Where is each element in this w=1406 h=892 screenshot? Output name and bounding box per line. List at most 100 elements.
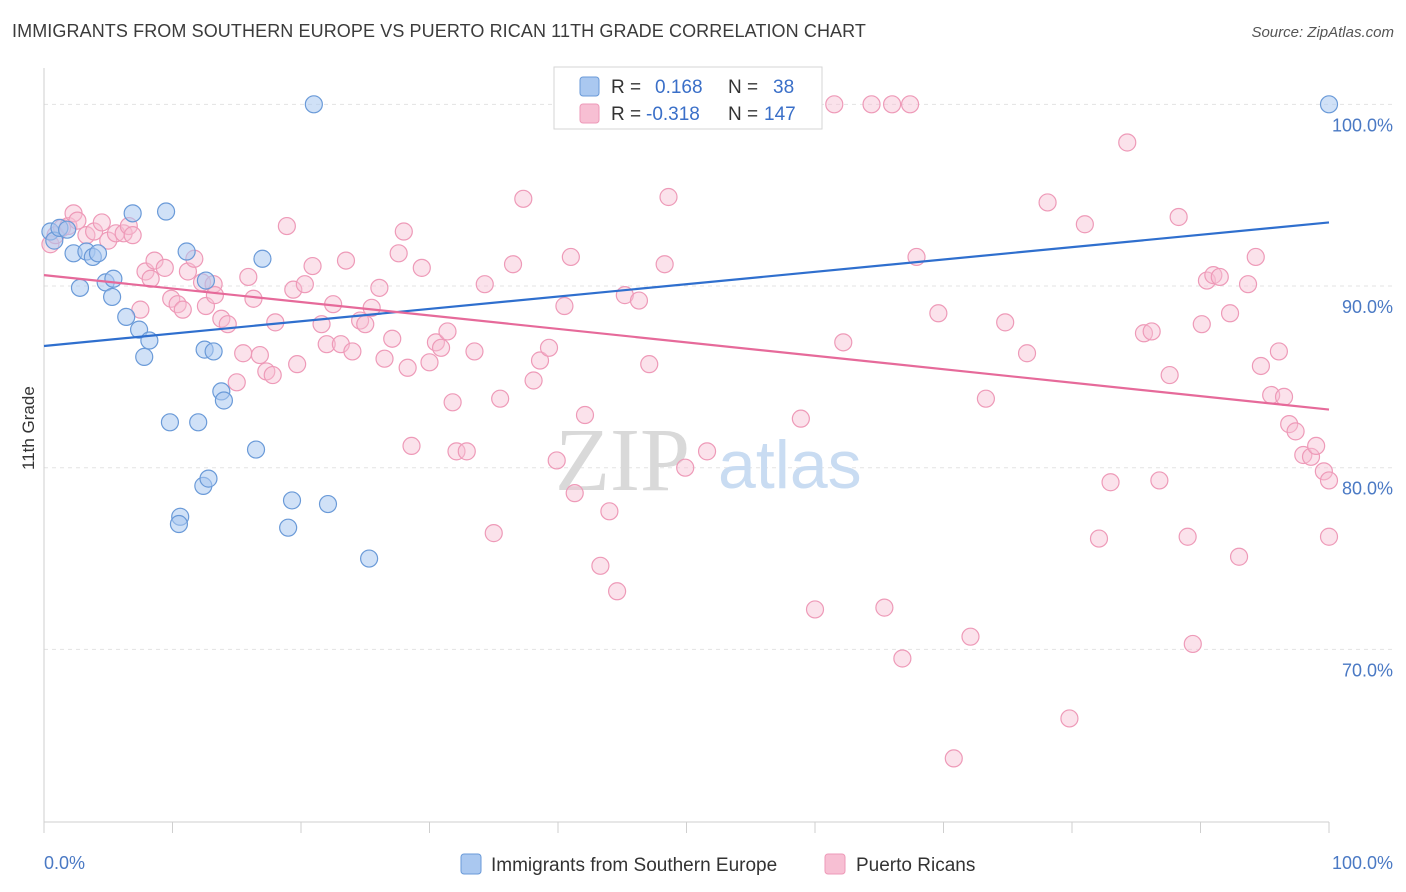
pink-data-point xyxy=(825,95,844,114)
pink-data-point xyxy=(944,749,963,768)
pink-data-point xyxy=(600,502,619,521)
pink-data-point xyxy=(805,600,825,619)
legend-blue-n-value: 38 xyxy=(773,77,794,98)
pink-data-point xyxy=(655,255,674,274)
pink-data-point xyxy=(250,345,269,365)
legend-blue-n-label: N = xyxy=(728,77,758,98)
pink-data-point xyxy=(1238,275,1258,294)
blue-data-point xyxy=(282,491,302,510)
x-tick-labels: 0.0% 100.0% xyxy=(44,853,1393,873)
pink-data-point xyxy=(1118,133,1137,152)
pink-data-point xyxy=(875,598,894,617)
watermark-zip: ZIP xyxy=(555,411,690,510)
legend-pink-n-value: 147 xyxy=(764,104,796,125)
pink-trend-line xyxy=(43,274,1330,411)
y-tick-labels: 100.0% 90.0% 80.0% 70.0% xyxy=(1332,115,1393,680)
pink-data-point xyxy=(1314,462,1333,481)
pink-data-point xyxy=(370,278,389,297)
pink-data-point xyxy=(929,304,948,323)
pink-data-point xyxy=(1160,365,1179,385)
pink-data-point xyxy=(591,556,610,575)
pink-data-point xyxy=(1286,422,1305,441)
legend-pink-r-label: R = xyxy=(611,104,641,125)
pink-data-point xyxy=(491,389,510,408)
y-tick-label: 80.0% xyxy=(1342,479,1393,499)
blue-data-point xyxy=(104,269,123,288)
pink-data-point xyxy=(123,226,142,245)
pink-data-point xyxy=(503,255,523,274)
blue-data-point xyxy=(103,287,122,307)
pink-data-point xyxy=(443,393,462,412)
blue-data-point xyxy=(204,342,223,361)
pink-data-point xyxy=(234,344,253,363)
pink-data-point xyxy=(1204,266,1223,285)
pink-data-point xyxy=(1183,634,1202,654)
pink-data-point xyxy=(398,358,417,377)
pink-data-point xyxy=(524,371,543,390)
pink-data-point xyxy=(457,442,476,461)
x-tick-label: 0.0% xyxy=(44,853,85,873)
pink-data-point xyxy=(383,329,402,348)
blue-data-point xyxy=(117,307,136,327)
legend-blue-swatch xyxy=(579,76,600,97)
blue-data-point xyxy=(360,549,379,568)
pink-data-point xyxy=(394,222,413,241)
pink-data-point xyxy=(676,458,695,477)
pink-data-point xyxy=(1229,547,1249,566)
pink-data-point xyxy=(92,213,111,232)
grid-lines xyxy=(44,103,1394,650)
pink-data-point xyxy=(218,315,237,334)
pink-data-point xyxy=(356,315,375,334)
pink-data-point xyxy=(205,286,225,305)
pink-data-point xyxy=(284,280,303,299)
y-tick-label: 90.0% xyxy=(1342,297,1393,317)
legend-pink-n-label: N = xyxy=(728,104,758,125)
pink-data-point xyxy=(99,231,118,250)
blue-data-point xyxy=(318,494,338,514)
blue-trend-line xyxy=(43,221,1330,348)
blue-data-point xyxy=(70,278,90,297)
watermark: ZIP atlas xyxy=(555,411,862,510)
pink-data-point xyxy=(555,296,574,316)
pink-data-point xyxy=(426,333,446,352)
pink-data-point xyxy=(465,342,484,361)
pink-data-point xyxy=(976,389,996,408)
pink-data-point xyxy=(539,338,559,357)
blue-data-point xyxy=(58,220,77,239)
pink-data-point xyxy=(575,405,595,425)
pink-data-point xyxy=(1319,471,1339,490)
pink-data-point xyxy=(530,351,550,370)
pink-data-point xyxy=(659,187,678,207)
legend-blue-r-value: 0.168 xyxy=(655,77,703,98)
pink-data-point xyxy=(514,189,533,208)
blue-data-point xyxy=(253,249,272,268)
pink-data-point xyxy=(438,322,457,341)
pink-data-point xyxy=(1169,207,1188,227)
blue-data-point xyxy=(199,469,218,488)
pink-data-point xyxy=(336,251,356,270)
pink-data-point xyxy=(375,349,394,368)
blue-data-point xyxy=(135,347,154,366)
blue-data-point xyxy=(189,413,208,432)
pink-data-point xyxy=(389,244,408,263)
pink-data-point xyxy=(791,409,810,428)
pink-data-point xyxy=(303,256,322,276)
pink-data-point xyxy=(484,524,503,543)
pink-data-point xyxy=(961,627,980,646)
pink-data-point xyxy=(131,300,150,319)
pink-data-point xyxy=(1319,527,1339,546)
pink-data-point xyxy=(431,338,451,357)
pink-data-point xyxy=(1101,473,1120,492)
pink-data-point xyxy=(1060,709,1079,728)
pink-data-point xyxy=(893,649,912,668)
blue-data-point xyxy=(123,204,142,223)
blue-data-point xyxy=(214,391,233,410)
pink-data-point xyxy=(900,95,920,114)
pink-data-point xyxy=(1142,322,1161,341)
pink-data-point xyxy=(1301,447,1321,466)
pink-data-point xyxy=(277,216,296,236)
blue-data-point xyxy=(1319,95,1339,114)
pink-data-point xyxy=(288,355,307,374)
legend-pink-swatch xyxy=(579,103,600,124)
pink-data-point xyxy=(263,365,282,385)
